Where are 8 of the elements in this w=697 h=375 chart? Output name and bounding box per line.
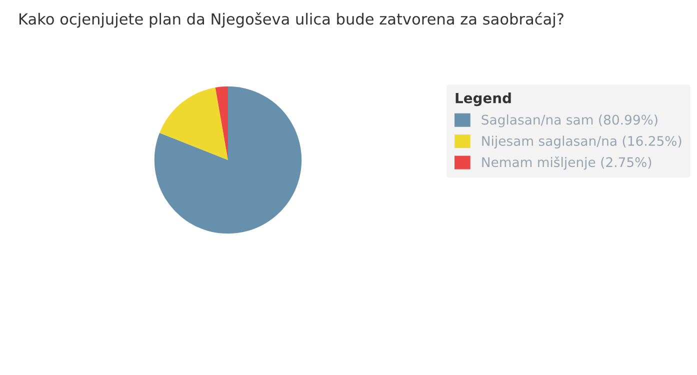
pie-slice [215,86,228,160]
pie-slice [160,87,228,160]
legend-label: Nemam mišljenje (2.75%) [482,156,652,170]
legend-label: Saglasan/na sam (80.99%) [482,114,658,128]
legend-label: Nijesam saglasan/na (16.25%) [482,136,682,148]
chart-title: Kako ocjenjujete plan da Njegoševa ulica bude zatvorena za saobraćaj? [20,12,564,28]
pie-slice [154,86,302,234]
legend-title: Legend [456,92,511,106]
